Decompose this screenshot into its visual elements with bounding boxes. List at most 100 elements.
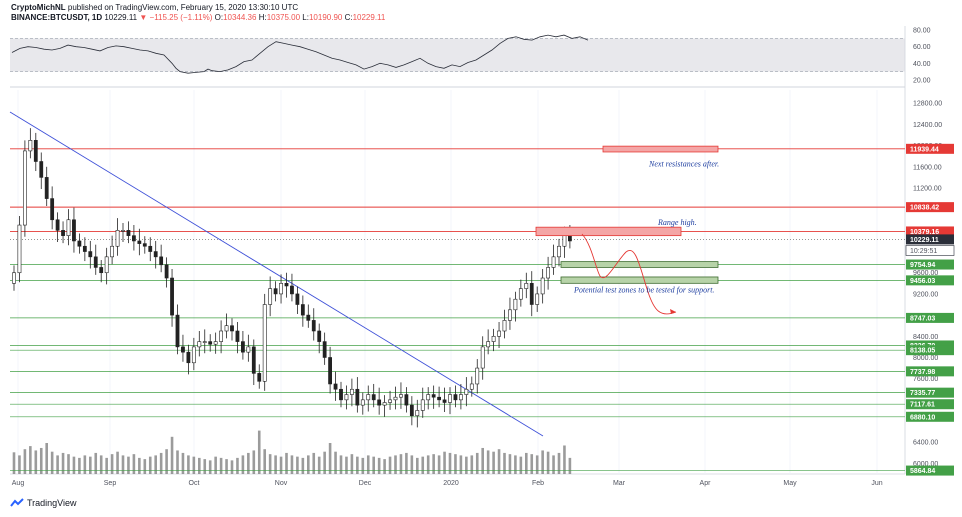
resistance-price-tag	[906, 202, 954, 213]
volume-bar	[481, 447, 484, 474]
volume-bar	[317, 456, 321, 474]
support-price-tag	[906, 465, 954, 476]
candle-body	[399, 394, 403, 398]
price-change: −115.25 (−1.11%)	[149, 13, 213, 22]
volume-bar	[39, 447, 43, 474]
volume-bar	[546, 451, 550, 474]
candle-body	[241, 341, 245, 353]
volume-bar	[50, 451, 54, 474]
close-label: C:	[344, 13, 353, 22]
volume-bar	[432, 454, 435, 474]
rsi-tick-label: 60.00	[913, 44, 931, 51]
candle-body	[529, 283, 534, 305]
candle-body	[371, 394, 376, 401]
candle-body	[142, 243, 147, 247]
volume-bar	[143, 459, 147, 474]
candle-body	[557, 245, 561, 258]
volume-bar	[334, 451, 337, 474]
volume-bar	[61, 452, 65, 474]
candle-body	[72, 219, 76, 242]
volume-bar	[356, 456, 359, 474]
candle-body	[99, 267, 104, 274]
volume-bar	[323, 451, 326, 474]
volume-bar	[339, 455, 343, 474]
candle-body	[284, 283, 289, 287]
volume-bar	[307, 455, 310, 474]
volume-bar	[45, 443, 48, 474]
support-price-label: 7737.98	[910, 369, 935, 376]
volume-bar	[465, 456, 468, 474]
support-price-tag	[906, 345, 954, 356]
support-price-tag	[906, 312, 954, 323]
candle-body	[148, 245, 153, 252]
volume-bar	[552, 455, 555, 474]
volume-bar	[535, 455, 539, 474]
candle-body	[344, 394, 349, 401]
volume-bar	[470, 455, 474, 474]
note-support-zones: Potential test zones to be tested for su…	[573, 286, 714, 295]
candle-body	[186, 351, 191, 364]
volume-bar	[263, 449, 266, 474]
candle-body	[388, 399, 392, 403]
candle-body	[50, 198, 55, 221]
candle-body	[88, 251, 93, 258]
candle-body	[230, 325, 234, 332]
countdown-label: 10:29:51	[910, 248, 937, 255]
price-tick-label: 6400.00	[913, 440, 938, 447]
price-tick-label: 6000.00	[913, 461, 938, 468]
volume-bar	[426, 455, 430, 474]
support-price-label: 6880.10	[910, 414, 935, 421]
rsi-band	[10, 38, 905, 72]
candle-body	[306, 314, 311, 321]
volume-bar	[383, 459, 386, 474]
rsi-line	[11, 34, 589, 74]
candle-body	[279, 283, 283, 295]
support-price-tag	[906, 366, 954, 377]
candle-body	[426, 394, 431, 401]
candle-body	[328, 357, 333, 385]
high-label: H:	[258, 13, 267, 22]
volume-bar	[23, 449, 27, 474]
volume-bar	[67, 454, 70, 474]
candle-body	[377, 399, 382, 406]
candle-body	[540, 277, 545, 295]
candle-body	[191, 346, 196, 364]
candle-body	[268, 288, 273, 305]
volume-bar	[508, 454, 512, 474]
time-tick-label: May	[783, 480, 797, 487]
volume-bar	[219, 457, 223, 474]
candle-body	[132, 235, 136, 242]
support-price-label: 7335.77	[910, 390, 935, 397]
descending-trendline	[9, 111, 544, 437]
candle-body	[28, 140, 33, 152]
resistance-price-label: 10838.42	[910, 205, 939, 212]
open-label: O:	[214, 13, 224, 22]
support-price-tag	[906, 387, 954, 398]
volume-bar	[541, 450, 544, 474]
note-next-resistances: Next resistances after.	[648, 160, 719, 169]
volume-bar	[350, 454, 354, 474]
rsi-tick-label: 40.00	[913, 61, 931, 68]
time-tick-label: Jun	[871, 480, 882, 487]
price-tick-label: 8000.00	[913, 355, 938, 362]
volume-bar	[279, 456, 283, 474]
candle-body	[475, 367, 480, 385]
volume-bar	[268, 454, 272, 474]
projection-arrow-icon	[670, 309, 676, 314]
candle-body	[382, 402, 387, 406]
volume-bar	[416, 457, 419, 474]
time-tick-label: Nov	[275, 480, 288, 487]
candle-body	[415, 410, 420, 417]
volume-bar	[83, 455, 87, 474]
volume-bar	[388, 456, 392, 474]
tradingview-brand[interactable]: TradingView	[27, 498, 77, 508]
time-tick-label: Dec	[359, 480, 372, 487]
candle-body	[251, 346, 256, 374]
time-tick-label: Aug	[12, 480, 25, 487]
last-price-tag	[906, 234, 954, 245]
candle-body	[437, 396, 442, 401]
candle-body	[366, 394, 371, 401]
support-price-tag	[906, 275, 954, 286]
author-name[interactable]: CryptoMichNL	[11, 3, 66, 12]
